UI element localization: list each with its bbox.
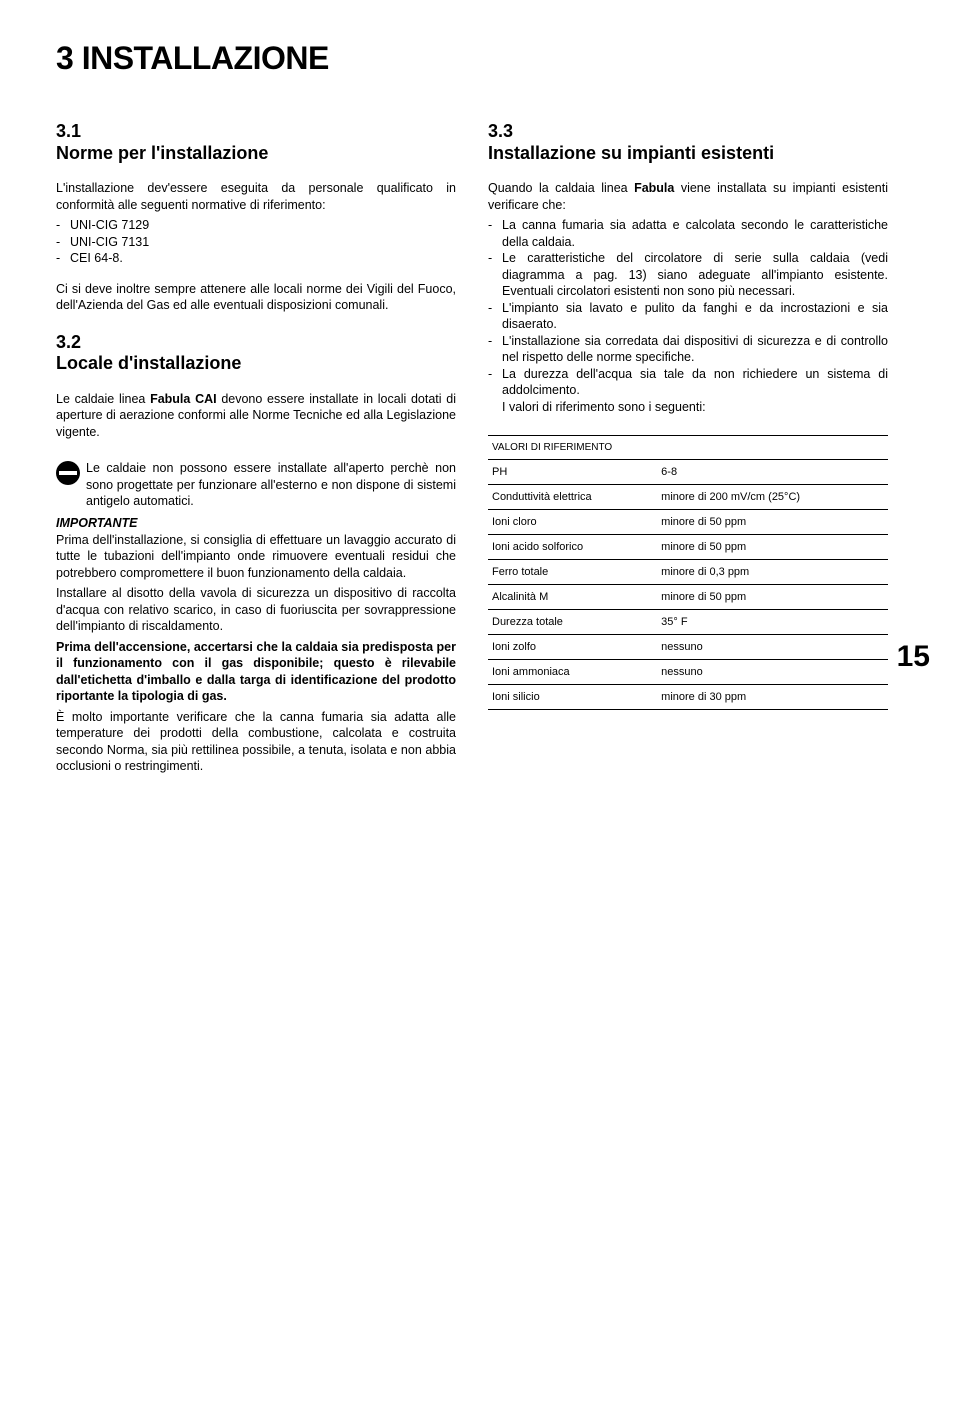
list-item: L'installazione sia corredata dai dispos… [488, 333, 888, 366]
table-cell: minore di 50 ppm [657, 510, 888, 535]
list-item: La canna fumaria sia adatta e calcolata … [488, 217, 888, 250]
section-3-1-number: 3.1 [56, 121, 456, 143]
text: I valori di riferimento sono i seguenti: [502, 400, 706, 414]
table-row: Ioni clorominore di 50 ppm [488, 510, 888, 535]
table-row: Ferro totaleminore di 0,3 ppm [488, 560, 888, 585]
table-row: Alcalinità Mminore di 50 ppm [488, 585, 888, 610]
important-label: IMPORTANTE [56, 516, 456, 530]
list-item: UNI-CIG 7129 [56, 217, 456, 234]
table-row: Durezza totale35° F [488, 610, 888, 635]
table-row: PH6-8 [488, 460, 888, 485]
table-row: Conduttività elettricaminore di 200 mV/c… [488, 485, 888, 510]
important-p1: Prima dell'installazione, si consiglia d… [56, 532, 456, 582]
list-item: UNI-CIG 7131 [56, 234, 456, 251]
section-3-3-intro: Quando la caldaia linea Fabula viene ins… [488, 180, 888, 213]
prohibition-text: Le caldaie non possono essere installate… [86, 460, 456, 510]
table-cell: minore di 30 ppm [657, 685, 888, 710]
left-column: 3.1 Norme per l'installazione L'installa… [56, 121, 456, 789]
section-3-1-intro: L'installazione dev'essere eseguita da p… [56, 180, 456, 213]
list-item: La durezza dell'acqua sia tale da non ri… [488, 366, 888, 416]
list-item: Le caratteristiche del circolatore di se… [488, 250, 888, 300]
content-columns: 3.1 Norme per l'installazione L'installa… [56, 121, 888, 789]
section-3-3-number: 3.3 [488, 121, 888, 143]
prohibition-note: Le caldaie non possono essere installate… [56, 460, 456, 510]
table-cell: Alcalinità M [488, 585, 657, 610]
table-cell: nessuno [657, 635, 888, 660]
reference-values-table: VALORI DI RIFERIMENTO PH6-8 Conduttività… [488, 435, 888, 710]
section-3-2-number: 3.2 [56, 332, 456, 354]
page-number: 15 [897, 640, 930, 674]
table-cell: minore di 0,3 ppm [657, 560, 888, 585]
table-row: Ioni acido solforicominore di 50 ppm [488, 535, 888, 560]
chapter-title: 3 INSTALLAZIONE [56, 40, 888, 77]
table-cell: minore di 200 mV/cm (25°C) [657, 485, 888, 510]
table-row: Ioni ammoniacanessuno [488, 660, 888, 685]
text: Quando la caldaia linea [488, 181, 634, 195]
table-cell: Ferro totale [488, 560, 657, 585]
section-3-1-p2: Ci si deve inoltre sempre attenere alle … [56, 281, 456, 314]
important-bold: Prima dell'accensione, accertarsi che la… [56, 639, 456, 705]
text: La durezza dell'acqua sia tale da non ri… [502, 367, 888, 398]
table-cell: Durezza totale [488, 610, 657, 635]
section-3-1-title: Norme per l'installazione [56, 143, 456, 165]
table-cell: minore di 50 ppm [657, 585, 888, 610]
list-item: L'impianto sia lavato e pulito da fanghi… [488, 300, 888, 333]
prohibition-icon [56, 461, 80, 485]
right-column: 3.3 Installazione su impianti esistenti … [488, 121, 888, 789]
section-3-2-title: Locale d'installazione [56, 353, 456, 375]
table-cell: Ioni cloro [488, 510, 657, 535]
table-cell: PH [488, 460, 657, 485]
list-item: CEI 64-8. [56, 250, 456, 267]
table-header: VALORI DI RIFERIMENTO [488, 436, 888, 460]
section-3-2-body: Le caldaie linea Fabula CAI devono esser… [56, 391, 456, 441]
section-3-3-title: Installazione su impianti esistenti [488, 143, 888, 165]
section-3-1-list: UNI-CIG 7129 UNI-CIG 7131 CEI 64-8. [56, 217, 456, 267]
table-cell: Ioni zolfo [488, 635, 657, 660]
table-cell: Ioni ammoniaca [488, 660, 657, 685]
table-cell: Ioni silicio [488, 685, 657, 710]
text: Le caldaie linea [56, 392, 150, 406]
table-cell: 6-8 [657, 460, 888, 485]
section-3-3-list: La canna fumaria sia adatta e calcolata … [488, 217, 888, 415]
table-cell: 35° F [657, 610, 888, 635]
table-row: Ioni siliciominore di 30 ppm [488, 685, 888, 710]
product-name: Fabula CAI [150, 392, 217, 406]
product-name: Fabula [634, 181, 674, 195]
table-cell: Ioni acido solforico [488, 535, 657, 560]
table-row: Ioni zolfonessuno [488, 635, 888, 660]
table-cell: nessuno [657, 660, 888, 685]
table-cell: minore di 50 ppm [657, 535, 888, 560]
table-cell: Conduttività elettrica [488, 485, 657, 510]
important-p2: Installare al disotto della vavola di si… [56, 585, 456, 635]
table-body: PH6-8 Conduttività elettricaminore di 20… [488, 460, 888, 710]
important-p3: È molto importante verificare che la can… [56, 709, 456, 775]
